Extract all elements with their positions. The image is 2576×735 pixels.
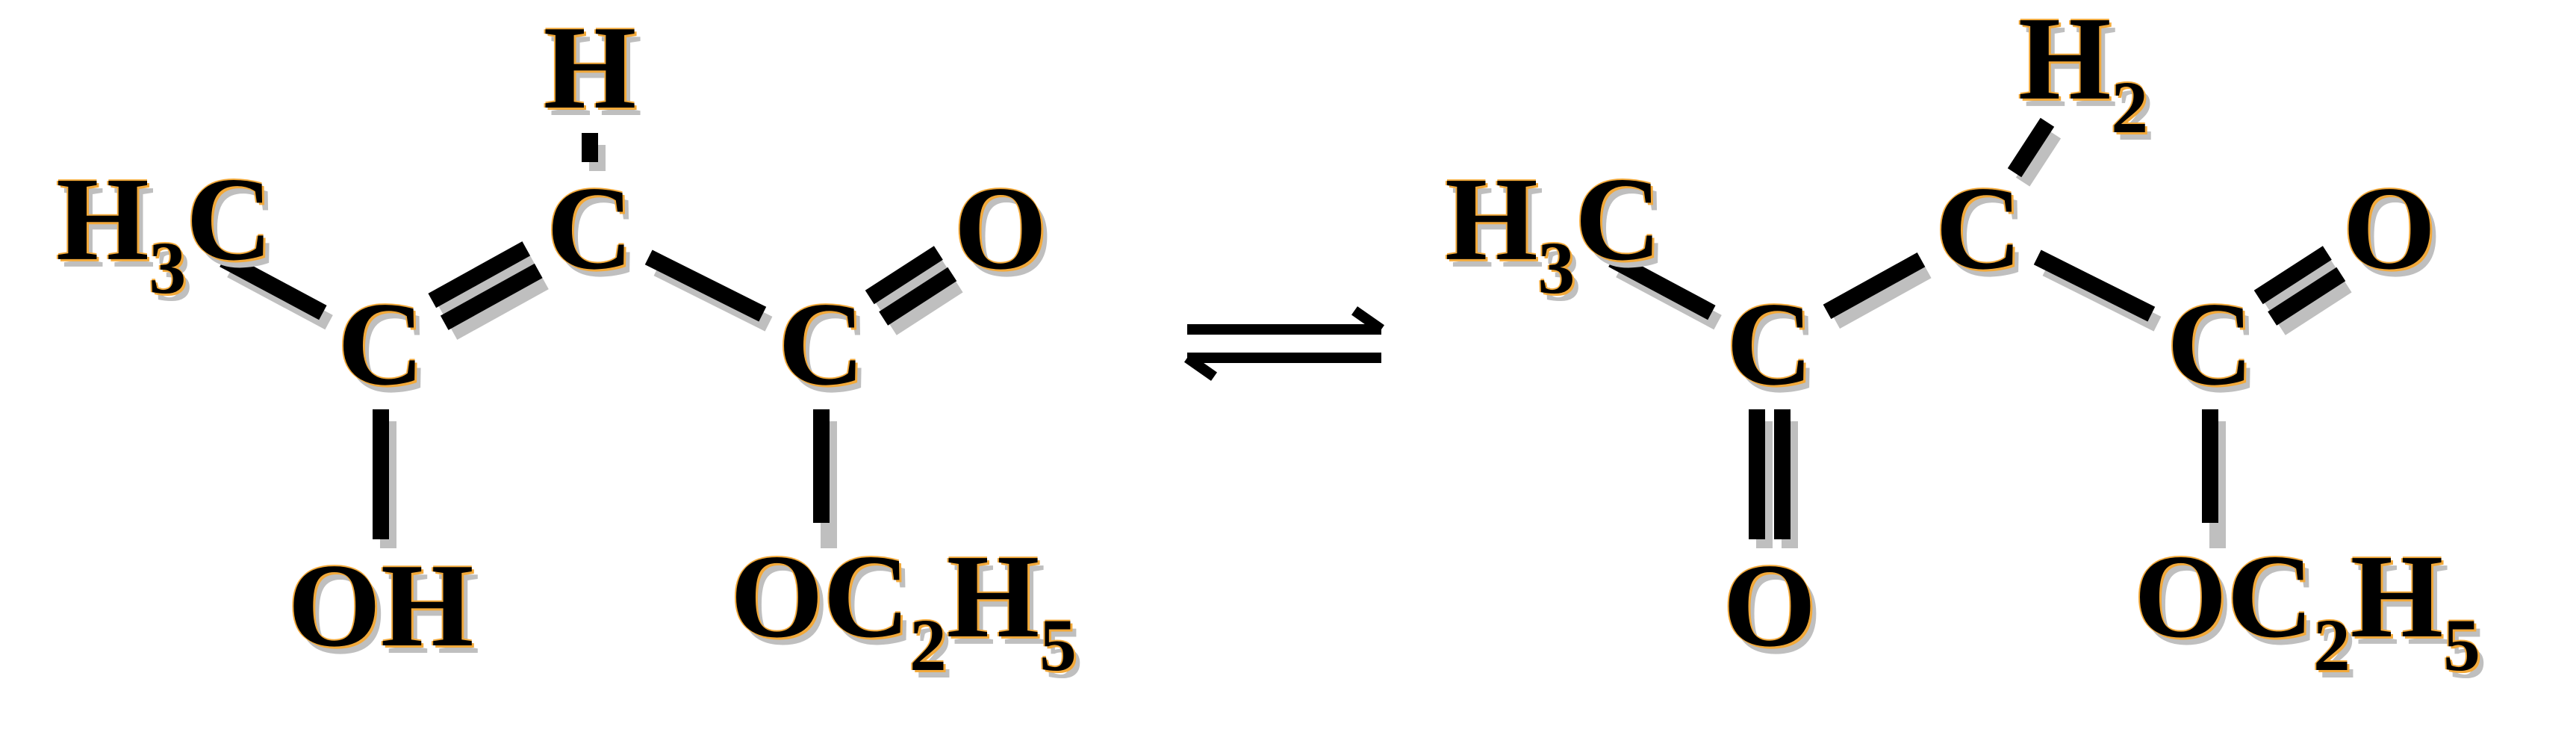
atom-label-left-c3: C (778, 284, 865, 403)
atom-label-left-c2: C (547, 168, 633, 288)
atom-label-left-oc2h5: OC2H5 (730, 536, 1077, 674)
atom-label-right-h2: H2 (2018, 0, 2148, 136)
atom-label-left-ch3: H3C (56, 159, 273, 297)
tautomer-diagram: H3CCCHCOOHOC2H5H3CCCH2COOOC2H5 (0, 0, 2576, 735)
atom-label-right-ch3: H3C (1445, 159, 1661, 297)
atom-label-right-c2: C (1935, 168, 2022, 288)
atom-label-right-oc2h5: OC2H5 (2134, 536, 2480, 674)
atom-label-left-oh: OH (288, 545, 474, 665)
atom-label-right-oket: O (1723, 545, 1816, 665)
atom-label-right-c1: C (1726, 284, 1813, 403)
atom-label-left-c1: C (337, 284, 424, 403)
atom-label-right-c3: C (2167, 284, 2253, 403)
atom-label-right-odbl: O (2343, 168, 2436, 288)
atom-label-left-h: H (544, 7, 636, 127)
atom-label-left-odbl: O (954, 168, 1047, 288)
